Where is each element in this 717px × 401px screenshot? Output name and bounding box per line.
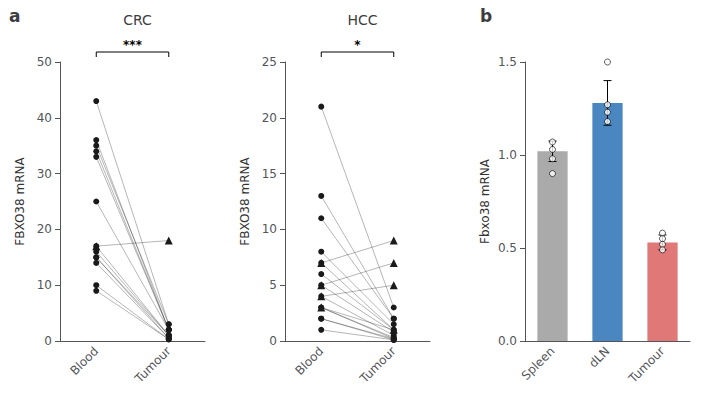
- svg-text:40: 40: [37, 111, 52, 125]
- svg-text:20: 20: [262, 111, 277, 125]
- svg-text:0: 0: [44, 334, 52, 348]
- svg-text:10: 10: [262, 222, 277, 236]
- svg-text:0.0: 0.0: [498, 334, 517, 348]
- svg-text:*: *: [354, 38, 361, 52]
- svg-text:10: 10: [37, 278, 52, 292]
- svg-text:Tumour: Tumour: [132, 344, 174, 386]
- svg-text:30: 30: [37, 167, 52, 181]
- svg-text:FBXO38 mRNA: FBXO38 mRNA: [13, 157, 27, 246]
- svg-text:5: 5: [269, 278, 277, 292]
- svg-text:dLN: dLN: [586, 344, 612, 370]
- svg-text:Blood: Blood: [67, 344, 101, 378]
- svg-text:Blood: Blood: [292, 344, 326, 378]
- svg-text:0: 0: [269, 334, 277, 348]
- svg-text:25: 25: [262, 55, 277, 69]
- svg-text:15: 15: [262, 167, 277, 181]
- svg-text:Tumour: Tumour: [625, 344, 667, 386]
- svg-text:CRC: CRC: [123, 12, 152, 28]
- svg-text:Tumour: Tumour: [357, 344, 399, 386]
- svg-text:b: b: [480, 6, 492, 26]
- svg-text:0.5: 0.5: [498, 241, 517, 255]
- svg-text:a: a: [9, 6, 20, 26]
- svg-text:FBXO38 mRNA: FBXO38 mRNA: [238, 157, 252, 246]
- svg-text:HCC: HCC: [347, 12, 377, 28]
- svg-text:1.5: 1.5: [498, 55, 517, 69]
- svg-text:***: ***: [123, 38, 143, 52]
- svg-text:50: 50: [37, 55, 52, 69]
- svg-text:Fbxo38 mRNA: Fbxo38 mRNA: [478, 158, 492, 244]
- svg-text:1.0: 1.0: [498, 148, 517, 162]
- svg-text:20: 20: [37, 222, 52, 236]
- svg-text:Spleen: Spleen: [519, 344, 558, 383]
